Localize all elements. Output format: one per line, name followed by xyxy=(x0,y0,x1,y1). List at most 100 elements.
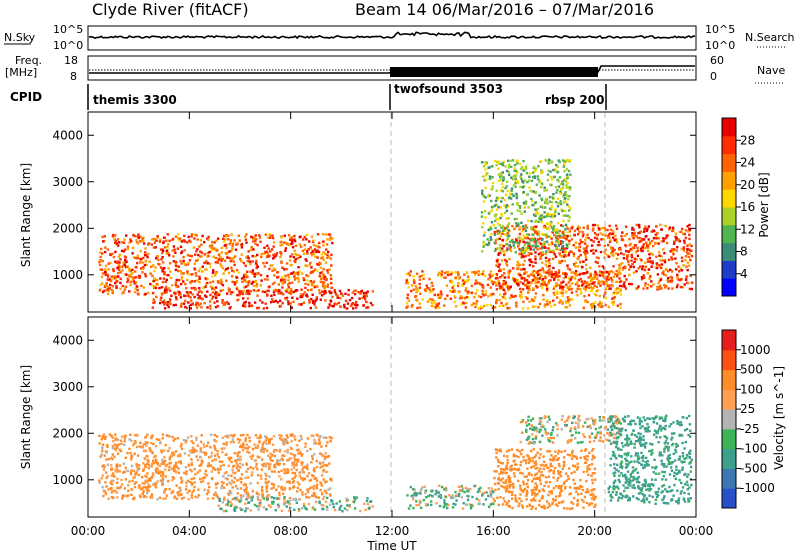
heatmap-cell xyxy=(494,159,497,163)
heatmap-cell xyxy=(190,494,193,497)
heatmap-cell xyxy=(614,252,617,255)
heatmap-cell xyxy=(430,281,433,285)
heatmap-cell xyxy=(507,286,511,290)
heatmap-cell xyxy=(289,302,293,305)
heatmap-cell xyxy=(322,504,325,507)
heatmap-cell xyxy=(315,296,319,299)
heatmap-cell xyxy=(518,287,522,291)
heatmap-cell xyxy=(216,482,219,485)
heatmap-cell xyxy=(478,282,482,285)
heatmap-cell xyxy=(497,160,500,164)
heatmap-cell xyxy=(164,443,167,447)
heatmap-cell xyxy=(489,270,492,273)
heatmap-cell xyxy=(114,448,118,452)
heatmap-cell xyxy=(160,462,163,465)
heatmap-cell xyxy=(107,289,110,293)
heatmap-cell xyxy=(321,454,324,457)
y-tick-label: 2000 xyxy=(52,221,83,235)
heatmap-cell xyxy=(457,485,461,488)
heatmap-cell xyxy=(574,265,577,268)
heatmap-cell xyxy=(565,247,569,250)
heatmap-cell xyxy=(495,208,499,211)
heatmap-cell xyxy=(165,288,169,291)
heatmap-cell xyxy=(256,481,259,485)
heatmap-cell xyxy=(215,294,218,297)
heatmap-cell xyxy=(215,296,218,300)
heatmap-cell xyxy=(597,227,600,230)
heatmap-cell xyxy=(556,205,560,208)
colorbar-swatch xyxy=(722,118,736,137)
heatmap-cell xyxy=(155,438,158,441)
heatmap-cell xyxy=(266,278,269,281)
heatmap-cell xyxy=(271,443,275,446)
heatmap-cell xyxy=(435,502,438,505)
heatmap-cell xyxy=(430,304,433,308)
heatmap-cell xyxy=(195,455,198,458)
heatmap-cell xyxy=(515,241,519,245)
heatmap-cell xyxy=(292,485,296,488)
heatmap-cell xyxy=(558,202,561,205)
heatmap-cell xyxy=(516,283,520,287)
heatmap-cell xyxy=(443,304,446,307)
heatmap-cell xyxy=(154,482,158,486)
heatmap-cell xyxy=(371,303,374,307)
heatmap-cell xyxy=(280,438,283,441)
heatmap-cell xyxy=(326,441,329,444)
heatmap-cell xyxy=(296,490,299,493)
heatmap-cell xyxy=(244,446,247,450)
heatmap-cell xyxy=(612,301,615,304)
heatmap-cell xyxy=(229,440,232,444)
heatmap-cell xyxy=(675,262,678,265)
heatmap-cell xyxy=(517,236,520,239)
heatmap-cell xyxy=(485,491,488,494)
heatmap-cell xyxy=(184,305,187,309)
heatmap-cell xyxy=(528,252,532,255)
heatmap-cell xyxy=(266,252,270,256)
heatmap-cell xyxy=(560,285,563,288)
heatmap-cell xyxy=(241,446,244,449)
heatmap-cell xyxy=(286,459,289,462)
heatmap-cell xyxy=(282,492,285,495)
heatmap-cell xyxy=(222,442,225,445)
heatmap-cell xyxy=(119,265,122,269)
heatmap-cell xyxy=(256,495,259,499)
heatmap-cell xyxy=(351,302,355,305)
heatmap-cell xyxy=(304,258,307,261)
heatmap-cell xyxy=(150,243,153,246)
heatmap-cell xyxy=(628,238,631,241)
heatmap-cell xyxy=(172,304,175,307)
heatmap-cell xyxy=(252,284,256,288)
heatmap-cell xyxy=(338,289,342,293)
heatmap-cell xyxy=(502,279,506,283)
heatmap-cell xyxy=(98,260,101,264)
heatmap-cell xyxy=(293,476,296,479)
heatmap-cell xyxy=(482,491,485,495)
heatmap-cell xyxy=(552,193,555,196)
heatmap-cell xyxy=(548,450,552,453)
heatmap-cell xyxy=(515,454,518,458)
heatmap-cell xyxy=(662,237,665,240)
heatmap-cell xyxy=(247,250,250,253)
heatmap-cell xyxy=(590,497,594,500)
heatmap-cell xyxy=(306,288,310,292)
heatmap-cell xyxy=(561,291,564,295)
heatmap-cell xyxy=(489,236,492,239)
heatmap-cell xyxy=(667,276,670,280)
heatmap-cell xyxy=(326,253,329,257)
heatmap-cell xyxy=(211,240,214,244)
heatmap-cell xyxy=(450,271,453,274)
heatmap-cell xyxy=(544,263,548,266)
heatmap-cell xyxy=(325,480,328,483)
heatmap-cell xyxy=(545,250,548,253)
heatmap-cell xyxy=(284,469,287,473)
heatmap-cell xyxy=(677,238,680,241)
heatmap-cell xyxy=(576,227,579,231)
heatmap-cell xyxy=(556,188,559,192)
heatmap-cell xyxy=(109,261,112,265)
heatmap-cell xyxy=(259,274,263,277)
heatmap-cell xyxy=(231,486,234,489)
heatmap-cell xyxy=(130,240,133,243)
heatmap-cell xyxy=(282,454,286,457)
heatmap-cell xyxy=(209,307,212,310)
heatmap-cell xyxy=(556,197,560,200)
